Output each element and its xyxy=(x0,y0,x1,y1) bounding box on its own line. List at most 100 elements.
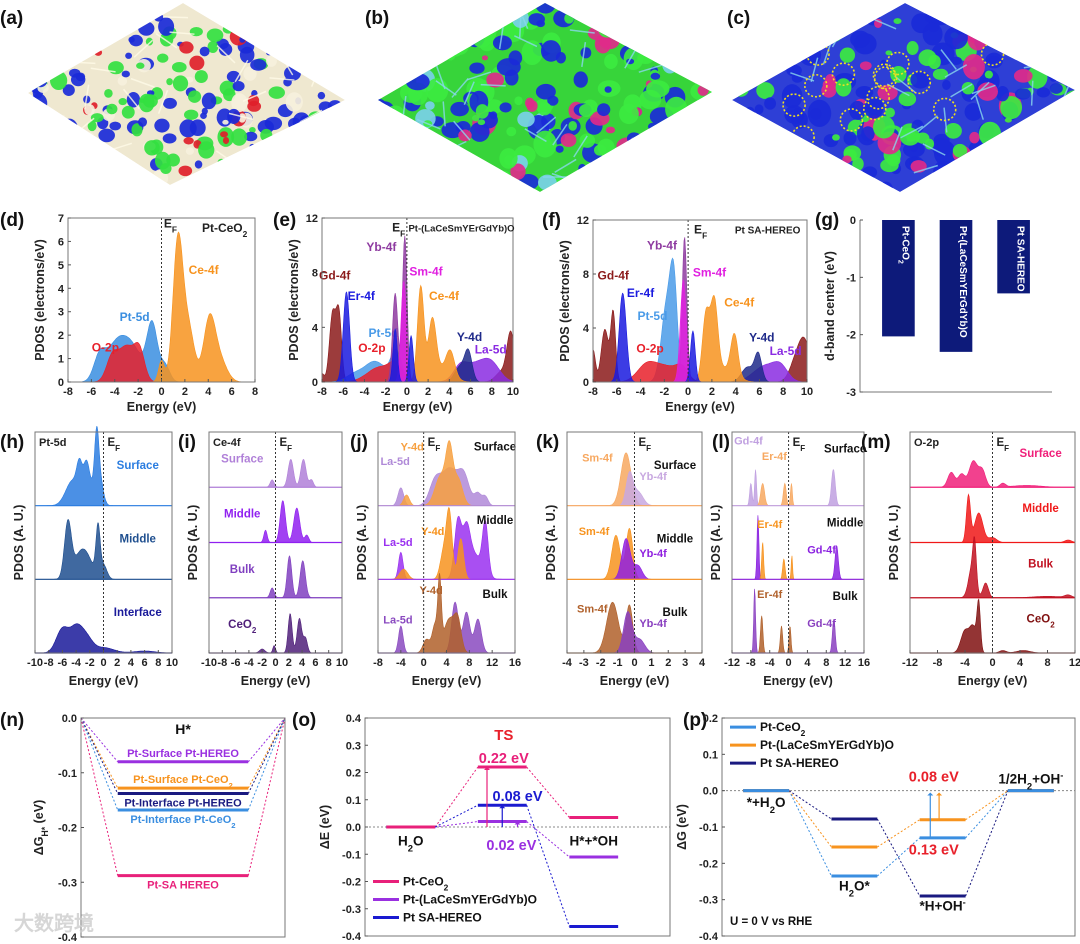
orbital-blob xyxy=(113,176,123,185)
orbital-blob xyxy=(297,45,313,59)
orbital-blob xyxy=(462,3,485,23)
orbital-blob xyxy=(55,127,70,142)
x-tick-label: -8 xyxy=(746,657,756,669)
orbital-blob xyxy=(784,15,806,32)
orbital-blob xyxy=(996,85,1010,102)
series-label: Yb-4f xyxy=(639,471,667,483)
layer-label: Surface xyxy=(117,460,159,472)
orbital-blob xyxy=(266,50,273,56)
orbital-blob xyxy=(698,16,706,24)
orbital-blob xyxy=(235,178,244,185)
bond-stick xyxy=(950,83,973,98)
orbital-blob xyxy=(995,3,1003,12)
orbital-blob xyxy=(100,155,117,172)
orbital-blob xyxy=(36,3,53,10)
panel-label: (d) xyxy=(0,210,24,231)
orbital-blob xyxy=(756,82,775,99)
orbital-blob xyxy=(1053,3,1071,18)
y-axis-label: PDOS (A. U.) xyxy=(709,505,723,581)
orbital-blob xyxy=(326,155,343,173)
legend-label: Pt-(LaCeSmYErGdYb)O xyxy=(403,893,537,907)
orbital-blob xyxy=(450,101,469,117)
series-label: Er-4f xyxy=(757,589,782,601)
orbital-blob xyxy=(292,160,307,173)
y-axis-label: ΔG (eV) xyxy=(675,804,689,850)
x-axis-label: Energy (eV) xyxy=(127,400,196,414)
layer-label: CeO2 xyxy=(1027,614,1056,630)
highlight-circle xyxy=(782,93,806,117)
orbital-blob xyxy=(280,159,298,180)
orbital-blob xyxy=(325,173,333,180)
orbital-blob xyxy=(313,135,329,154)
series-label: Sm-4f xyxy=(409,264,443,278)
orbital-blob xyxy=(243,161,252,172)
y-tick-label: -0.3 xyxy=(342,904,361,916)
bond-stick xyxy=(234,59,249,83)
orbital-blob xyxy=(744,168,764,184)
x-tick-label: 3 xyxy=(682,657,688,669)
bond-stick xyxy=(768,171,787,191)
orbital-blob xyxy=(644,146,665,165)
orbital-blob xyxy=(962,54,985,80)
series-label: O-2p xyxy=(358,341,385,355)
orbital-blob xyxy=(648,173,658,184)
orbital-blob xyxy=(64,28,72,35)
x-tick-label: 8 xyxy=(489,386,495,398)
orbital-blob xyxy=(294,142,311,162)
orbital-blob xyxy=(984,70,994,79)
orbital-blob xyxy=(986,3,1011,13)
orbital-blob xyxy=(499,102,512,113)
orbital-blob xyxy=(312,3,330,14)
orbital-blob xyxy=(580,47,592,59)
orbital-blob xyxy=(828,182,837,190)
bond-stick xyxy=(536,116,557,134)
orbital-blob xyxy=(673,3,696,17)
orbital-blob xyxy=(77,12,87,22)
orbital-blob xyxy=(680,37,691,48)
layer-label: CeO2 xyxy=(228,619,257,635)
orbital-blob xyxy=(690,183,697,189)
orbital-blob xyxy=(81,38,89,47)
bar-2 xyxy=(997,220,1030,294)
x-tick-label: 8 xyxy=(466,657,472,669)
orbital-blob xyxy=(425,101,435,110)
structure-b-image xyxy=(378,3,712,192)
orbital-blob xyxy=(239,36,246,43)
bond-stick xyxy=(39,179,65,185)
fermi-level-label: EF xyxy=(428,437,441,453)
orbital-blob xyxy=(398,36,422,53)
orbital-blob xyxy=(41,128,56,142)
y-axis-label: PDOS (electrons/eV) xyxy=(558,240,572,362)
highlight-circle xyxy=(873,66,898,90)
y-tick-label: 3 xyxy=(58,307,64,319)
orbital-blob xyxy=(486,72,505,88)
y-tick-label: 7 xyxy=(58,213,64,225)
y-tick-label: -0.4 xyxy=(58,932,78,944)
orbital-blob xyxy=(1049,83,1063,94)
series-label: Sm-4f xyxy=(693,266,727,280)
orbital-blob xyxy=(675,140,685,151)
orbital-blob xyxy=(249,157,264,173)
orbital-blob xyxy=(442,146,460,161)
orbital-blob xyxy=(842,155,852,164)
series-label: La-5d xyxy=(380,456,409,468)
x-tick-label: 2 xyxy=(425,386,431,398)
orbital-blob xyxy=(218,43,233,56)
orbital-blob xyxy=(1012,20,1021,28)
x-tick-label: 10 xyxy=(336,657,348,669)
orbital-blob xyxy=(588,175,595,182)
fermi-level-label: EF xyxy=(108,437,121,453)
orbital-blob xyxy=(537,102,552,116)
bond-stick xyxy=(466,71,492,81)
x-tick-label: 0 xyxy=(272,657,278,669)
orbital-blob xyxy=(154,118,170,133)
orbital-blob xyxy=(1040,5,1053,18)
orbital-blob xyxy=(687,160,710,178)
orbital-blob xyxy=(952,3,970,17)
orbital-blob xyxy=(817,158,835,179)
x-tick-label: 10 xyxy=(166,657,178,669)
x-tick-label: 1 xyxy=(648,657,654,669)
orbital-blob xyxy=(309,150,325,167)
orbital-blob xyxy=(28,165,33,176)
orbital-blob xyxy=(94,49,103,56)
